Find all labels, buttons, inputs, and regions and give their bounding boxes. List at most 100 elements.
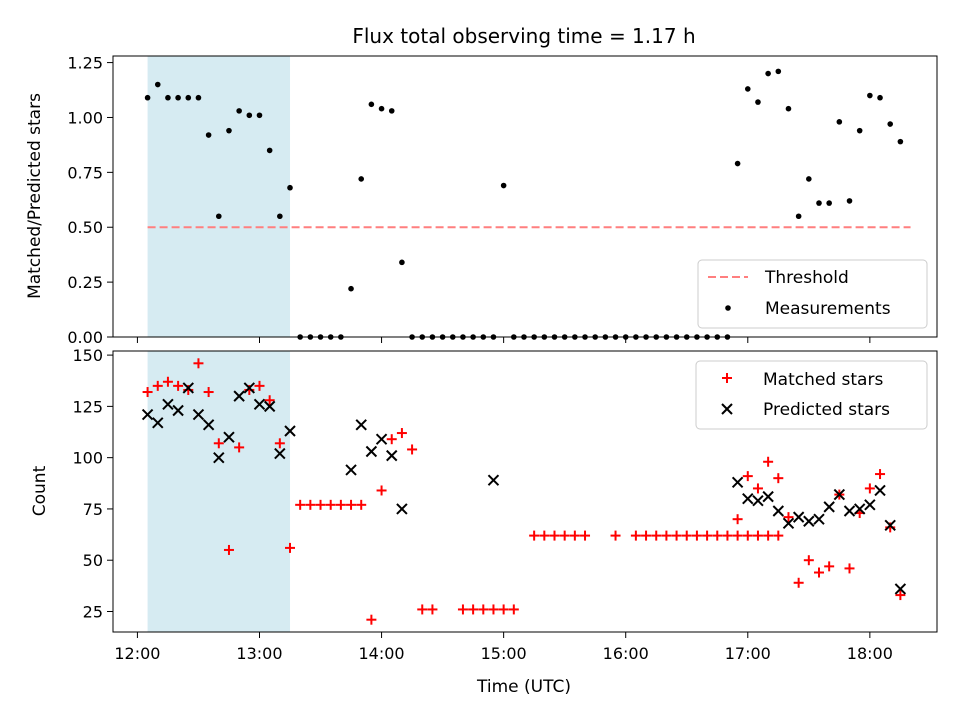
matched-star-point: [346, 499, 357, 510]
matched-star-point: [295, 499, 306, 510]
count-y-ticks: 25 50 75 100 125 150: [72, 346, 113, 621]
matched-star-point: [702, 530, 713, 541]
predicted-star-point: [141, 408, 154, 421]
measurement-point: [816, 200, 822, 206]
measurement-point: [806, 176, 812, 182]
observing-span-bottom: [147, 351, 291, 632]
measurement-point: [826, 200, 832, 206]
predicted-star-point: [162, 398, 174, 411]
matched-star-point: [773, 473, 784, 484]
y-tick-label: 0.25: [67, 273, 103, 292]
matched-star-point: [162, 376, 173, 387]
matched-star-point: [335, 499, 346, 510]
matched-star-point: [773, 530, 784, 541]
matched-star-point: [661, 530, 672, 541]
measurement-point: [368, 101, 375, 108]
x-tick-label: 15:00: [481, 644, 527, 663]
measurement-point: [165, 94, 171, 101]
y-tick-label: 1.00: [67, 108, 103, 127]
predicted-star-point: [752, 495, 764, 507]
predicted-star-point: [772, 505, 785, 517]
matched-star-point: [742, 530, 753, 541]
matched-star-point: [407, 444, 418, 455]
measurement-point: [887, 121, 894, 127]
predicted-star-point: [487, 474, 500, 486]
measurement-point: [226, 127, 232, 134]
y-tick-label: 150: [72, 346, 103, 365]
predicted-star-point: [853, 503, 866, 515]
y-tick-label: 0.75: [67, 163, 103, 182]
y-tick-label: 75: [83, 500, 103, 519]
measurement-point: [175, 94, 181, 101]
matched-star-point: [712, 530, 723, 541]
measurement-point: [205, 132, 212, 138]
matched-star-point: [681, 530, 692, 541]
ratio-x-ticks: [136, 337, 871, 343]
chart-title: Flux total observing time = 1.17 h: [352, 24, 695, 48]
predicted-star-point: [355, 419, 367, 431]
matched-star-point: [193, 358, 204, 369]
measurement-point: [856, 127, 863, 134]
ratio-y-ticks: 0.00 0.25 0.50 0.75 1.00 1.25: [67, 54, 113, 347]
matched-star-point: [468, 604, 479, 615]
measurement-point: [287, 184, 293, 191]
y-tick-label: 0.00: [67, 328, 103, 347]
legend-label: Predicted stars: [763, 400, 890, 420]
legend-predicted-swatch: [721, 403, 733, 415]
predicted-star-point: [731, 476, 744, 488]
predicted-star-point: [782, 517, 795, 529]
measurement-point: [348, 285, 354, 292]
matched-star-point: [813, 567, 824, 578]
x-tick-label: 16:00: [603, 644, 649, 663]
predicted-star-point: [833, 488, 846, 501]
matched-star-point: [234, 442, 245, 453]
matched-star-point: [539, 530, 550, 541]
matched-star-point: [376, 485, 387, 496]
predicted-star-point: [172, 404, 184, 417]
x-tick-label: 18:00: [847, 644, 893, 663]
matched-star-point: [752, 530, 763, 541]
matched-star-point: [783, 512, 794, 523]
predicted-star-point: [284, 425, 296, 437]
ratio-marks: [144, 68, 911, 340]
matched-star-point: [875, 469, 886, 480]
measurement-point: [388, 108, 395, 114]
y-tick-label: 50: [83, 551, 103, 570]
matched-star-point: [152, 380, 163, 391]
predicted-star-point: [864, 499, 876, 511]
measurement-point: [185, 94, 192, 101]
matched-star-point: [722, 530, 733, 541]
predicted-star-point: [396, 503, 408, 515]
predicted-star-point: [884, 519, 896, 532]
matched-star-point: [824, 561, 835, 572]
measurement-point: [144, 94, 151, 101]
measurement-point: [378, 105, 385, 112]
matched-star-point: [763, 530, 774, 541]
matched-star-point: [529, 530, 540, 541]
predicted-star-point: [843, 505, 856, 517]
matched-star-point: [895, 590, 906, 601]
predicted-star-point: [365, 445, 378, 458]
matched-star-point: [559, 530, 570, 541]
matched-star-point: [386, 434, 397, 445]
legend-label: Measurements: [765, 299, 891, 319]
legend-measurement-swatch: [725, 305, 731, 311]
ratio-panel: 0.00 0.25 0.50 0.75 1.00 1.25 Matched/Predict…: [25, 54, 938, 347]
matched-star-point: [885, 522, 896, 533]
matched-star-point: [671, 530, 682, 541]
predicted-star-point: [894, 583, 907, 595]
y-tick-label: 0.50: [67, 218, 103, 237]
matched-star-point: [732, 530, 743, 541]
measurement-point: [256, 112, 263, 119]
count-x-axis-label: Time (UTC): [476, 677, 571, 697]
measurement-point: [246, 112, 253, 119]
measurement-point: [277, 213, 283, 220]
matched-star-point: [732, 514, 743, 525]
legend-label: Matched stars: [763, 370, 883, 390]
matched-star-point: [498, 604, 509, 615]
matched-star-point: [223, 544, 234, 555]
matched-star-point: [488, 604, 499, 615]
ratio-legend: Threshold Measurements: [697, 259, 928, 329]
matched-star-point: [793, 577, 804, 588]
